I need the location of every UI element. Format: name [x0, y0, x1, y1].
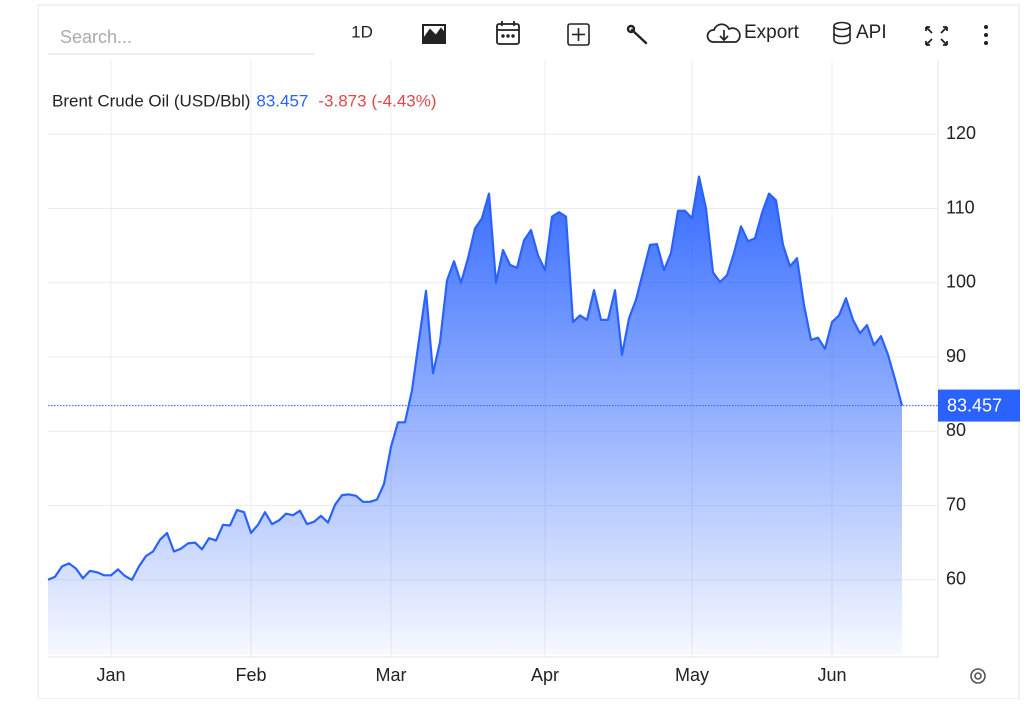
- x-tick-label: Jun: [817, 665, 846, 685]
- api-button[interactable]: API: [856, 22, 887, 43]
- settings-wrench-icon[interactable]: [626, 24, 648, 45]
- y-tick-label: 70: [946, 494, 966, 514]
- compare-icon[interactable]: [567, 23, 590, 46]
- search-box[interactable]: [48, 20, 314, 54]
- last-price-tag: [938, 389, 1020, 422]
- export-icon[interactable]: [706, 23, 741, 43]
- fullscreen-icon[interactable]: [925, 26, 948, 46]
- chart-settings-icon[interactable]: [970, 668, 986, 684]
- x-tick-label: Mar: [376, 665, 407, 685]
- y-tick-label: 120: [946, 123, 976, 143]
- y-tick-label: 90: [946, 346, 966, 366]
- x-tick-label: Apr: [531, 665, 559, 685]
- last-price-label: 83.457: [947, 395, 1002, 415]
- y-tick-label: 60: [946, 569, 966, 589]
- y-tick-label: 100: [946, 272, 976, 292]
- calendar-icon[interactable]: [496, 21, 520, 45]
- line: [47, 175, 904, 581]
- interval-button[interactable]: 1D: [351, 22, 373, 41]
- legend-change: -3.873 (-4.43%): [318, 91, 436, 110]
- menu-icon[interactable]: [984, 25, 988, 45]
- y-tick-label: 80: [946, 420, 966, 440]
- x-tick-label: Jan: [96, 665, 125, 685]
- legend-last-value: 83.457: [256, 91, 308, 110]
- area-fill: [48, 176, 902, 654]
- chart-type-icon[interactable]: [422, 24, 446, 44]
- search-placeholder[interactable]: Search...: [60, 27, 132, 47]
- legend-title: Brent Crude Oil (USD/Bbl): [52, 91, 250, 110]
- api-icon[interactable]: [833, 21, 851, 45]
- export-button[interactable]: Export: [744, 22, 800, 43]
- y-tick-label: 110: [946, 197, 975, 217]
- x-tick-label: May: [675, 665, 709, 685]
- plot: 60 70 80 90 100 110 120 Jan Feb Mar Apr May Jun 83.45…: [47, 60, 1020, 685]
- toolbar: Search... 1D Export API: [48, 20, 988, 55]
- x-tick-label: Feb: [235, 665, 266, 685]
